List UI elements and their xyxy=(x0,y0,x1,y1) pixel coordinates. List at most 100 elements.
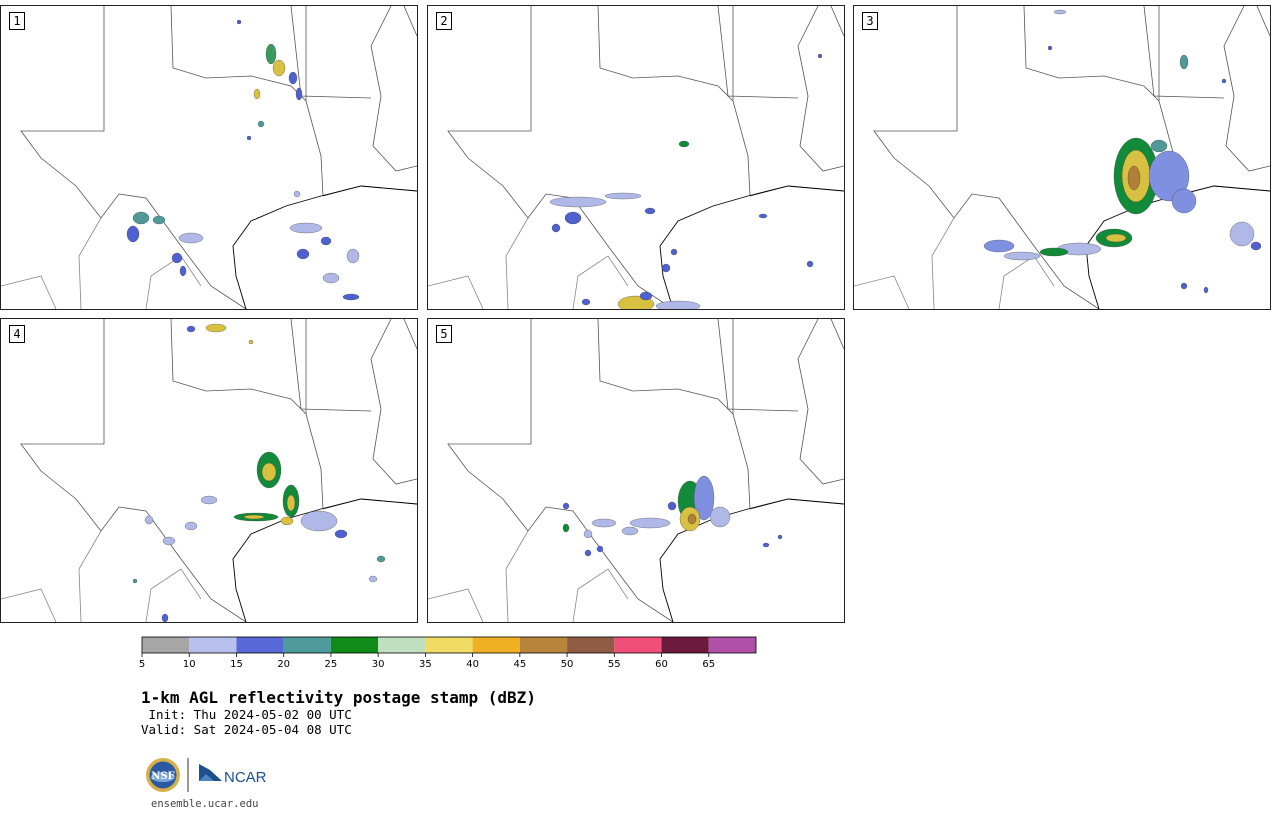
nsf-logo-text: NSF xyxy=(151,771,174,782)
panel-number-label: 3 xyxy=(862,12,878,30)
reflectivity-echo xyxy=(639,291,653,301)
valid-time: Valid: Sat 2024-05-04 08 UTC xyxy=(141,722,352,737)
colorbar-segment xyxy=(614,637,662,653)
ncar-logo-text: NCAR xyxy=(224,769,267,786)
colorbar-tick-label: 40 xyxy=(466,659,479,670)
colorbar-tick-label: 20 xyxy=(277,659,291,670)
map-panel-2: 2 xyxy=(427,5,845,310)
reflectivity-echo xyxy=(1105,233,1127,243)
reflectivity-echo xyxy=(334,529,348,539)
reflectivity-echo xyxy=(346,248,360,264)
colorbar-tick-label: 5 xyxy=(138,659,146,670)
reflectivity-echo xyxy=(667,501,677,511)
colorbar-tick-label: 30 xyxy=(371,659,385,670)
colorbar-segment xyxy=(142,637,190,653)
nsf-ncar-logo: NSF NCAR xyxy=(146,758,267,792)
reflectivity-echo xyxy=(144,515,154,525)
reflectivity-echo xyxy=(179,265,187,277)
reflectivity-echo xyxy=(1250,241,1262,251)
colorbar-tick-label: 55 xyxy=(607,659,621,670)
reflectivity-echo xyxy=(280,516,294,526)
reflectivity-echo xyxy=(564,211,582,225)
reflectivity-echo xyxy=(1127,165,1141,191)
reflectivity-echo xyxy=(678,140,690,148)
reflectivity-echo xyxy=(272,59,286,77)
reflectivity-echo xyxy=(261,462,277,482)
reflectivity-echo xyxy=(549,196,607,208)
reflectivity-echo xyxy=(1003,251,1041,261)
reflectivity-echo xyxy=(604,192,642,200)
reflectivity-echo xyxy=(655,300,701,309)
reflectivity-echo xyxy=(1039,247,1069,257)
reflectivity-echo xyxy=(342,293,360,301)
colorbar-tick-label: 65 xyxy=(702,659,716,670)
colorbar-segment xyxy=(378,637,426,653)
reflectivity-echo xyxy=(257,120,265,128)
site-url: ensemble.ucar.edu xyxy=(151,798,259,810)
reflectivity-echo xyxy=(236,19,242,25)
colorbar-tick-label: 15 xyxy=(230,659,243,670)
colorbar-tick-label: 50 xyxy=(560,659,574,670)
init-time: Init: Thu 2024-05-02 00 UTC xyxy=(141,707,352,722)
reflectivity-echo xyxy=(1179,54,1189,70)
reflectivity-echo xyxy=(152,215,166,225)
reflectivity-echo xyxy=(596,545,604,553)
reflectivity-echo xyxy=(322,272,340,284)
reflectivity-echo xyxy=(293,190,301,198)
reflectivity-echo xyxy=(296,248,310,260)
reflectivity-echo xyxy=(286,494,296,512)
map-svg xyxy=(1,319,417,622)
reflectivity-echo xyxy=(205,323,227,333)
reflectivity-echo xyxy=(132,211,150,225)
map-svg xyxy=(428,319,844,622)
reflectivity-echo xyxy=(551,223,561,233)
reflectivity-echo xyxy=(709,506,731,528)
reflectivity-echo xyxy=(265,43,277,65)
map-svg xyxy=(854,6,1270,309)
reflectivity-echo xyxy=(983,239,1015,253)
reflectivity-echo xyxy=(246,135,252,141)
reflectivity-echo xyxy=(1180,282,1188,290)
colorbar-segment xyxy=(425,637,473,653)
reflectivity-echo xyxy=(583,529,593,539)
colorbar-segment xyxy=(283,637,331,653)
reflectivity-echo xyxy=(1053,9,1067,15)
colorbar-segment xyxy=(189,637,237,653)
reflectivity-echo xyxy=(368,575,378,583)
colorbar-segment xyxy=(661,637,709,653)
reflectivity-echo xyxy=(288,71,298,85)
map-panel-4: 4 xyxy=(0,318,418,623)
reflectivity-echo xyxy=(376,555,386,563)
colorbar-tick-label: 10 xyxy=(182,659,196,670)
reflectivity-echo xyxy=(171,252,183,264)
reflectivity-echo xyxy=(126,225,140,243)
reflectivity-echo xyxy=(621,526,639,536)
reflectivity-echo xyxy=(1150,139,1168,153)
reflectivity-echo xyxy=(693,475,715,521)
reflectivity-echo xyxy=(253,88,261,100)
colorbar-segment xyxy=(708,637,756,653)
reflectivity-echo xyxy=(243,514,265,520)
map-svg xyxy=(428,6,844,309)
reflectivity-echo xyxy=(162,536,176,546)
reflectivity-echo xyxy=(200,495,218,505)
reflectivity-echo xyxy=(777,534,783,540)
reflectivity-echo xyxy=(1203,286,1209,294)
reflectivity-echo xyxy=(289,222,323,234)
reflectivity-echo xyxy=(1221,78,1227,84)
reflectivity-echo xyxy=(320,236,332,246)
reflectivity-echo xyxy=(806,260,814,268)
reflectivity-echo xyxy=(562,502,570,510)
colorbar-tick-label: 45 xyxy=(513,659,527,670)
reflectivity-echo xyxy=(186,325,196,333)
reflectivity-echo xyxy=(581,298,591,306)
reflectivity-echo xyxy=(248,339,254,345)
reflectivity-echo xyxy=(295,87,303,101)
colorbar-segment xyxy=(330,637,379,653)
reflectivity-echo xyxy=(1171,188,1197,214)
reflectivity-echo xyxy=(670,248,678,256)
panel-number-label: 5 xyxy=(436,325,452,343)
map-svg xyxy=(1,6,417,309)
reflectivity-echo xyxy=(132,578,138,584)
colorbar-tick-label: 25 xyxy=(324,659,338,670)
